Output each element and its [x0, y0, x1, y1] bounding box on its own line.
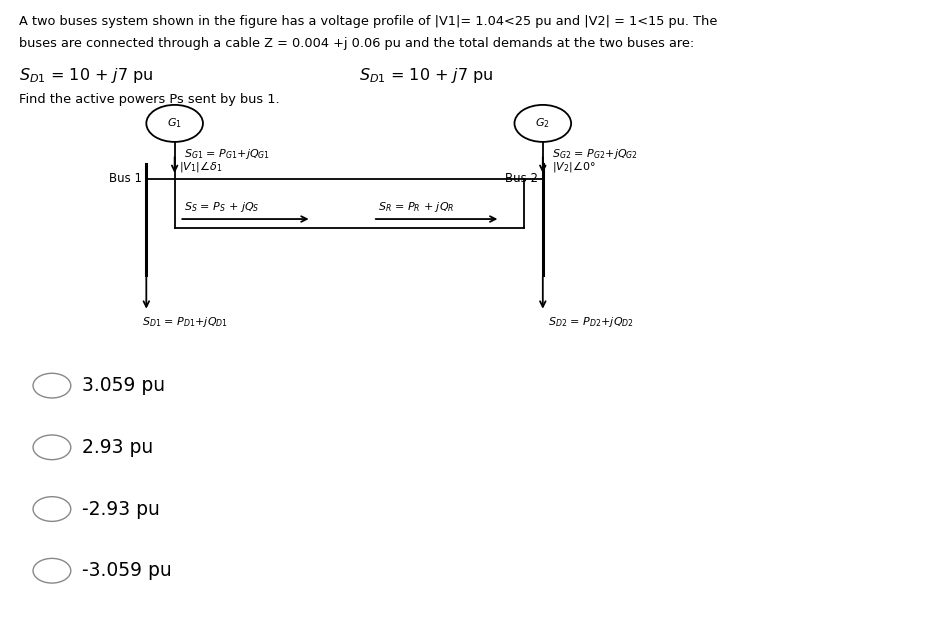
Text: $S_{D1}$ = $P_{D1}$+$jQ_{D1}$: $S_{D1}$ = $P_{D1}$+$jQ_{D1}$	[142, 315, 228, 329]
Text: $S_S$ = $P_S$ + $jQ_S$: $S_S$ = $P_S$ + $jQ_S$	[184, 200, 260, 214]
Text: $S_{D1}$ = 10 + $j$7 pu: $S_{D1}$ = 10 + $j$7 pu	[359, 66, 493, 85]
Text: $|V_1|\angle\delta_1$: $|V_1|\angle\delta_1$	[179, 159, 223, 174]
Text: A two buses system shown in the figure has a voltage profile of |V1|= 1.04<25 pu: A two buses system shown in the figure h…	[19, 15, 717, 28]
Text: Find the active powers Ps sent by bus 1.: Find the active powers Ps sent by bus 1.	[19, 93, 279, 106]
Text: $S_{D1}$ = 10 + $j$7 pu: $S_{D1}$ = 10 + $j$7 pu	[19, 66, 153, 85]
Text: Bus 2: Bus 2	[505, 172, 538, 186]
Text: -2.93 pu: -2.93 pu	[82, 500, 160, 518]
Text: $S_{G2}$ = $P_{G2}$+$jQ_{G2}$: $S_{G2}$ = $P_{G2}$+$jQ_{G2}$	[552, 147, 638, 161]
Text: -3.059 pu: -3.059 pu	[82, 561, 172, 580]
Text: $|V_2|\angle 0°$: $|V_2|\angle 0°$	[552, 159, 597, 174]
Text: $G_1$: $G_1$	[167, 117, 182, 130]
Text: $G_2$: $G_2$	[535, 117, 550, 130]
Text: Bus 1: Bus 1	[109, 172, 142, 186]
Text: 2.93 pu: 2.93 pu	[82, 438, 153, 457]
Text: $S_{G1}$ = $P_{G1}$+$jQ_{G1}$: $S_{G1}$ = $P_{G1}$+$jQ_{G1}$	[184, 147, 270, 161]
Text: $S_R$ = $P_R$ + $jQ_R$: $S_R$ = $P_R$ + $jQ_R$	[378, 200, 454, 214]
Text: $S_{D2}$ = $P_{D2}$+$jQ_{D2}$: $S_{D2}$ = $P_{D2}$+$jQ_{D2}$	[548, 315, 633, 329]
Text: buses are connected through a cable Z = 0.004 +j 0.06 pu and the total demands a: buses are connected through a cable Z = …	[19, 37, 694, 50]
Text: 3.059 pu: 3.059 pu	[82, 376, 165, 395]
